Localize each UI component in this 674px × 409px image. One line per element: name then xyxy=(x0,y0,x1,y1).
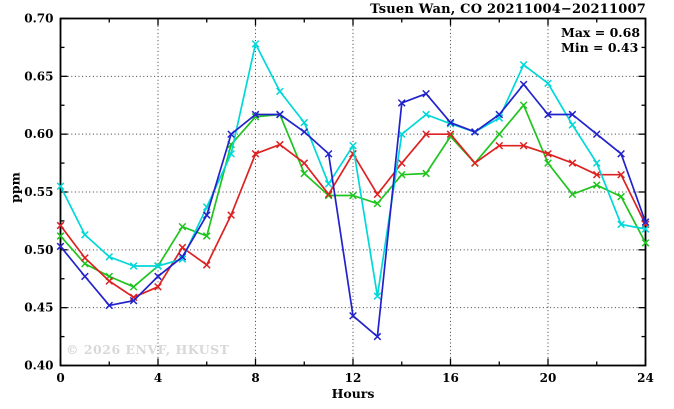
maxmin-annotation: Max = 0.68 Min = 0.43 xyxy=(561,25,640,55)
series-line-blue xyxy=(59,83,647,338)
max-annotation: Max = 0.68 xyxy=(561,25,641,40)
y-axis-title: ppm xyxy=(7,172,23,203)
min-annotation: Min = 0.43 xyxy=(561,40,639,55)
chart-title: Tsuen Wan, CO 20211004−20211007 xyxy=(370,2,646,17)
x-tick-label: 0 xyxy=(56,371,64,385)
watermark: © 2026 ENVF, HKUST xyxy=(66,342,230,357)
y-tick-label: 0.50 xyxy=(24,243,53,257)
x-tick-label: 8 xyxy=(251,371,259,385)
x-tick-label: 4 xyxy=(154,371,162,385)
y-tick-label: 0.70 xyxy=(24,12,53,26)
x-axis-title: Hours xyxy=(331,386,375,401)
series-markers-green xyxy=(56,101,650,291)
y-tick-label: 0.55 xyxy=(24,185,53,199)
y-tick-label: 0.60 xyxy=(24,127,53,141)
y-tick-label: 0.65 xyxy=(24,69,53,83)
plot-border xyxy=(59,17,647,367)
x-tick-label: 24 xyxy=(637,371,654,385)
x-tick-label: 12 xyxy=(345,371,362,385)
x-tick-label: 16 xyxy=(442,371,459,385)
y-tick-label: 0.40 xyxy=(24,359,53,373)
series-markers-red xyxy=(56,130,650,302)
series-line-red xyxy=(59,133,647,299)
series-markers-cyan xyxy=(56,40,650,300)
series-markers-blue xyxy=(56,80,650,341)
x-tick-label: 20 xyxy=(540,371,557,385)
y-tick-label: 0.45 xyxy=(24,301,53,315)
